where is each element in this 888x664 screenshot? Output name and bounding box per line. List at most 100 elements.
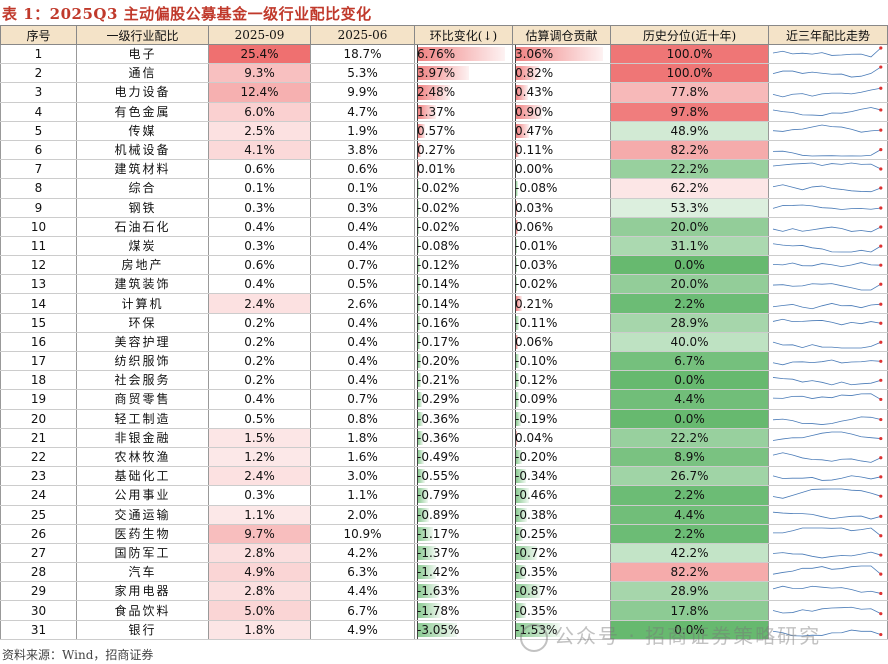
data-bar: [418, 584, 440, 599]
qoq-change: 2.48%: [414, 82, 513, 103]
sparkline-last-point: [879, 46, 883, 50]
trend-sparkline: [768, 485, 888, 506]
sparkline-last-point: [879, 398, 883, 402]
sparkline-chart: [772, 65, 883, 78]
weight-2025-09: 2.4%: [208, 466, 311, 487]
rebalance-contribution: -0.08%: [512, 178, 611, 199]
data-bar: [516, 584, 541, 599]
value-text: -0.03%: [515, 258, 558, 273]
data-bar: [418, 449, 425, 465]
weight-2025-06: 0.4%: [310, 350, 415, 372]
value-text: -0.17%: [417, 334, 460, 349]
weight-2025-06: 9.9%: [310, 82, 415, 103]
sparkline-chart: [772, 282, 883, 291]
hist-percentile: 4.4%: [610, 389, 769, 410]
value-text: -0.12%: [515, 373, 558, 388]
hist-percentile: 26.7%: [610, 466, 769, 487]
sparkline-last-point: [879, 417, 883, 421]
data-bar: [516, 430, 518, 445]
zero-axis: [515, 160, 516, 178]
row-number: 8: [0, 178, 77, 199]
value-text: -0.16%: [417, 315, 460, 330]
zero-axis: [417, 45, 418, 63]
sparkline-chart: [772, 124, 883, 133]
value-text: -0.29%: [417, 392, 460, 407]
data-bar: [516, 123, 530, 138]
value-text: 0.04%: [515, 430, 554, 445]
weight-2025-09: 0.4%: [208, 216, 311, 237]
hist-percentile: 22.2%: [610, 427, 769, 448]
weight-2025-09: 0.2%: [208, 370, 311, 391]
weight-2025-06: 0.1%: [310, 178, 415, 199]
sparkline-chart: [772, 416, 883, 425]
qoq-change: -0.02%: [414, 178, 513, 199]
industry-name: 纺织服饰: [76, 350, 209, 372]
hist-percentile: 0.0%: [610, 255, 769, 276]
hist-percentile: 53.3%: [610, 197, 769, 218]
weight-2025-09: 1.8%: [208, 619, 311, 640]
trend-sparkline: [768, 63, 888, 84]
weight-2025-06: 0.4%: [310, 216, 415, 237]
rebalance-contribution: 3.06%: [512, 43, 611, 65]
table-row: 21 非银金融 1.5% 1.8% -0.36% 0.04% 22.2%: [0, 427, 888, 448]
weight-2025-09: 4.1%: [208, 139, 311, 161]
weight-2025-06: 0.4%: [310, 312, 415, 333]
value-text: -0.36%: [417, 411, 460, 426]
table-row: 3 电力设备 12.4% 9.9% 2.48% 0.43% 77.8%: [0, 82, 888, 103]
sparkline-last-point: [879, 378, 883, 383]
zero-axis: [417, 525, 418, 543]
industry-name: 商贸零售: [76, 389, 209, 410]
weight-2025-06: 6.7%: [310, 600, 415, 621]
data-bar: [418, 430, 423, 445]
sparkline-line: [772, 302, 881, 309]
row-number: 1: [0, 43, 77, 65]
trend-sparkline: [768, 408, 888, 429]
sparkline-chart: [772, 431, 883, 441]
trend-sparkline: [768, 274, 888, 295]
zero-axis: [417, 294, 418, 313]
qoq-change: -0.02%: [414, 216, 513, 237]
zero-axis: [515, 122, 516, 140]
sparkline-line: [772, 318, 881, 325]
qoq-change: -0.20%: [414, 350, 513, 372]
qoq-change: -0.14%: [414, 293, 513, 314]
hist-percentile: 82.2%: [610, 139, 769, 161]
sparkline-chart: [772, 606, 883, 615]
value-text: -0.11%: [515, 315, 558, 330]
value-text: -0.02%: [417, 219, 460, 234]
value-text: -1.37%: [417, 545, 460, 560]
sparkline-last-point: [879, 321, 883, 325]
weight-2025-09: 25.4%: [208, 43, 311, 65]
table-row: 4 有色金属 6.0% 4.7% 1.37% 0.90% 97.8%: [0, 101, 888, 122]
trend-sparkline: [768, 178, 888, 199]
value-text: -0.08%: [515, 181, 558, 196]
industry-name: 传媒: [76, 120, 209, 141]
hist-percentile: 100.0%: [610, 63, 769, 84]
zero-axis: [515, 582, 516, 600]
industry-name: 房地产: [76, 255, 209, 276]
data-bar: [418, 526, 434, 541]
sparkline-chart: [772, 225, 883, 233]
weight-2025-09: 0.2%: [208, 331, 311, 353]
industry-name: 国防军工: [76, 542, 209, 564]
industry-name: 农林牧渔: [76, 446, 209, 468]
qoq-change: -0.89%: [414, 504, 513, 525]
table-row: 5 传媒 2.5% 1.9% 0.57% 0.47% 48.9%: [0, 120, 888, 141]
value-text: 6.76%: [417, 47, 456, 62]
zero-axis: [515, 506, 516, 524]
sparkline-last-point: [879, 533, 883, 538]
source-footer: 资料来源：Wind，招商证券: [2, 648, 154, 662]
data-bar: [418, 488, 429, 503]
industry-name: 汽车: [76, 562, 209, 583]
qoq-change: -1.17%: [414, 523, 513, 544]
data-bar: [516, 277, 517, 292]
sparkline-last-point: [879, 436, 883, 440]
zero-axis: [515, 179, 516, 197]
hist-percentile: 17.8%: [610, 600, 769, 621]
trend-sparkline: [768, 331, 888, 353]
rebalance-contribution: -0.25%: [512, 523, 611, 544]
hist-percentile: 28.9%: [610, 581, 769, 602]
weight-2025-09: 0.5%: [208, 408, 311, 429]
row-number: 16: [0, 331, 77, 353]
hist-percentile: 31.1%: [610, 235, 769, 257]
